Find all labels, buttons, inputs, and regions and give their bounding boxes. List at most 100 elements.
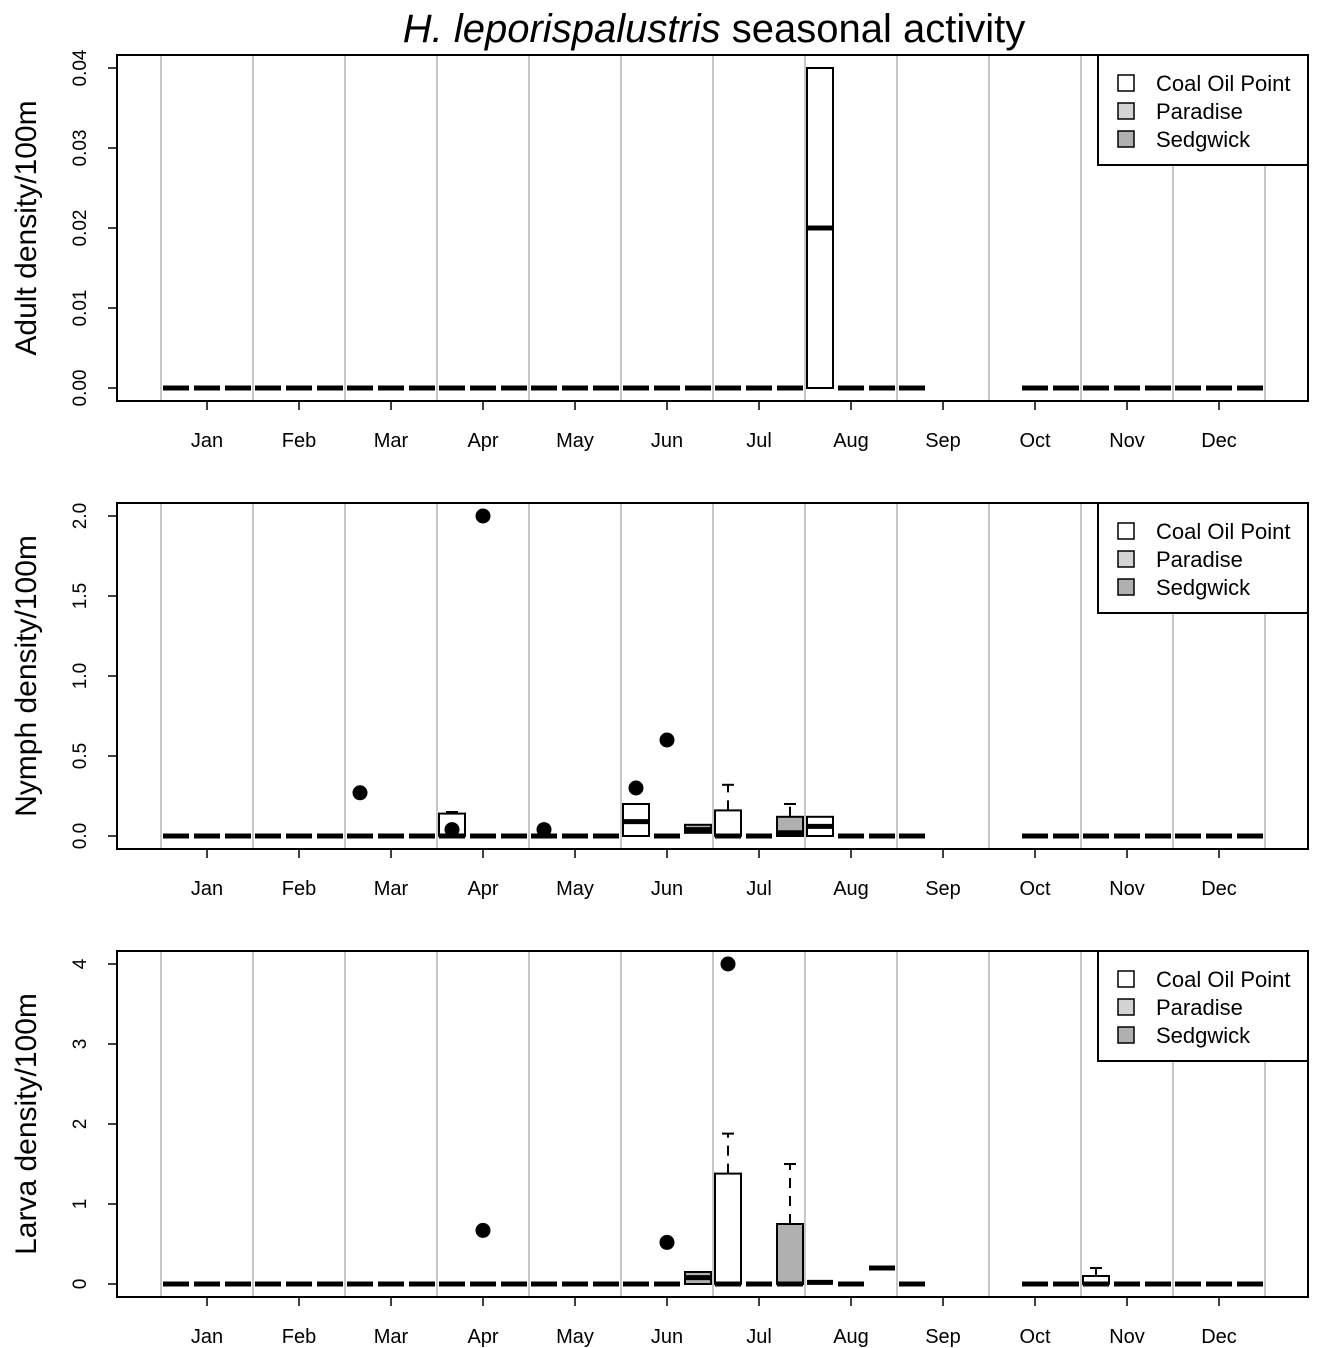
x-tick-label-nov: Nov: [1109, 430, 1145, 452]
x-tick-label-apr: Apr: [467, 430, 498, 452]
outlier-point: [659, 732, 675, 748]
figure-title: H. leporispalustris seasonal activity: [403, 7, 1025, 51]
legend-swatch: [1117, 1026, 1135, 1044]
box-body: [776, 1223, 804, 1285]
panel-1: 0.00 0.01 0.02 0.03 0.04 Adult density/100m Ja…: [10, 49, 1309, 452]
figure-title-species: H. leporispalustris: [403, 7, 721, 51]
legend-swatch: [1117, 550, 1135, 568]
legend-label: Paradise: [1156, 99, 1243, 124]
outlier-point: [352, 785, 368, 801]
x-tick-label-aug: Aug: [833, 1326, 869, 1348]
x-tick-label-may: May: [556, 1326, 594, 1348]
y-tick-label: 4: [70, 958, 91, 969]
x-tick-label-nov: Nov: [1109, 1326, 1145, 1348]
y-tick-label: 0.01: [70, 290, 91, 327]
x-tick-label-jun: Jun: [651, 878, 683, 900]
x-tick-label-sep: Sep: [925, 430, 961, 452]
x-tick-label-mar: Mar: [374, 878, 409, 900]
box-jul-sedgwick: [776, 803, 804, 837]
box-nov-coal-oil-point: [1082, 1267, 1110, 1287]
box-jun-sedgwick: [684, 823, 712, 834]
legend: Coal Oil Point Paradise Sedgwick: [1097, 502, 1309, 614]
legend-label: Paradise: [1156, 547, 1243, 572]
outlier-point: [628, 780, 644, 796]
x-tick-label-aug: Aug: [833, 430, 869, 452]
y-tick-label: 0.04: [70, 49, 91, 86]
outlier-point: [659, 1234, 675, 1250]
y-tick-label: 1.0: [70, 663, 91, 689]
x-tick-label-aug: Aug: [833, 878, 869, 900]
y-tick-label: 3: [70, 1039, 91, 1050]
x-tick-label-may: May: [556, 430, 594, 452]
x-tick-label-sep: Sep: [925, 1326, 961, 1348]
legend-swatch: [1117, 970, 1135, 988]
outlier-point: [536, 822, 552, 838]
x-tick-label-oct: Oct: [1019, 1326, 1051, 1348]
x-tick-label-dec: Dec: [1201, 1326, 1237, 1348]
y-tick-label: 1.5: [70, 583, 91, 609]
x-tick-label-jun: Jun: [651, 1326, 683, 1348]
box-jul-coal-oil-point: [714, 1132, 742, 1287]
box-jun-sedgwick: [684, 1271, 712, 1285]
x-tick-label-jul: Jul: [746, 878, 772, 900]
y-axis-label: Adult density/100m: [10, 100, 43, 355]
x-tick-label-jul: Jul: [746, 1326, 772, 1348]
x-tick-label-nov: Nov: [1109, 878, 1145, 900]
y-tick-label: 0.0: [70, 823, 91, 849]
x-tick-label-dec: Dec: [1201, 878, 1237, 900]
panel-2: 0.0 0.5 1.0 1.5 2.0 Nymph density/100m Jan Feb M…: [10, 502, 1309, 900]
x-tick-label-jan: Jan: [191, 1326, 223, 1348]
y-tick-label: 2.0: [70, 503, 91, 529]
legend-label: Paradise: [1156, 995, 1243, 1020]
outlier-point: [475, 1222, 491, 1238]
legend-swatch: [1117, 998, 1135, 1016]
outlier-point: [475, 508, 491, 524]
x-tick-label-feb: Feb: [282, 430, 316, 452]
legend-swatch: [1117, 522, 1135, 540]
x-tick-label-mar: Mar: [374, 430, 409, 452]
box-jul-sedgwick: [776, 1163, 804, 1287]
legend-swatch: [1117, 578, 1135, 596]
legend-swatch: [1117, 102, 1135, 120]
x-tick-label-jan: Jan: [191, 430, 223, 452]
x-tick-label-feb: Feb: [282, 1326, 316, 1348]
x-tick-label-feb: Feb: [282, 878, 316, 900]
y-tick-label: 0.02: [70, 210, 91, 247]
y-tick-label: 1: [70, 1199, 91, 1210]
panel-3: 0 1 2 3 4 Larva density/100m Jan Feb Mar Apr May Ju…: [10, 950, 1309, 1348]
y-tick-label: 0.5: [70, 743, 91, 769]
x-tick-label-dec: Dec: [1201, 430, 1237, 452]
box-jul-coal-oil-point: [714, 783, 742, 839]
x-tick-label-jun: Jun: [651, 430, 683, 452]
legend-label: Sedgwick: [1156, 575, 1251, 600]
figure-title-rest: seasonal activity: [721, 7, 1026, 51]
legend-label: Coal Oil Point: [1156, 519, 1291, 544]
outlier-point: [720, 956, 736, 972]
legend-label: Sedgwick: [1156, 1023, 1251, 1048]
legend-swatch: [1117, 74, 1135, 92]
legend-label: Coal Oil Point: [1156, 967, 1291, 992]
x-tick-label-mar: Mar: [374, 1326, 409, 1348]
y-axis-label: Nymph density/100m: [10, 535, 43, 817]
y-tick-label: 0.00: [70, 370, 91, 407]
box-aug-coal-oil-point: [806, 67, 834, 389]
outlier-point: [444, 822, 460, 838]
y-tick-label: 0: [70, 1279, 91, 1290]
x-tick-label-oct: Oct: [1019, 878, 1051, 900]
y-axis-label: Larva density/100m: [10, 993, 43, 1255]
box-jun-coal-oil-point: [622, 803, 650, 837]
x-tick-label-sep: Sep: [925, 878, 961, 900]
x-tick-label-jul: Jul: [746, 430, 772, 452]
x-tick-label-jan: Jan: [191, 878, 223, 900]
x-tick-label-apr: Apr: [467, 1326, 498, 1348]
box-aug-coal-oil-point: [806, 815, 834, 837]
legend: Coal Oil Point Paradise Sedgwick: [1097, 54, 1309, 166]
x-tick-label-may: May: [556, 878, 594, 900]
legend-swatch: [1117, 130, 1135, 148]
legend-label: Coal Oil Point: [1156, 71, 1291, 96]
y-tick-label: 0.03: [70, 130, 91, 167]
x-tick-label-oct: Oct: [1019, 430, 1051, 452]
x-tick-label-apr: Apr: [467, 878, 498, 900]
